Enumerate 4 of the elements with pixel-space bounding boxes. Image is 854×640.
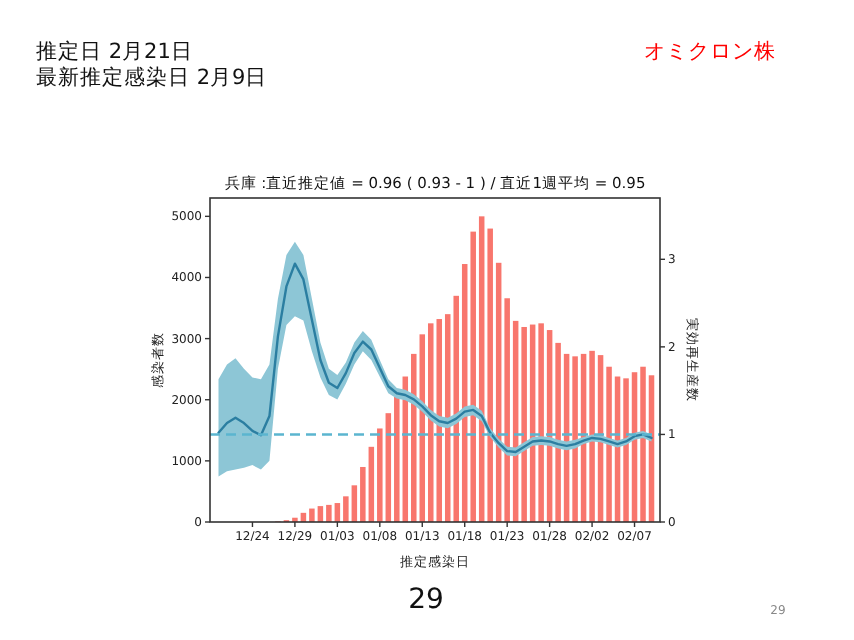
- text: 推定日 2月21日: [36, 38, 193, 64]
- text: オミクロン株: [644, 38, 776, 64]
- text: 最新推定感染日 2月9日: [36, 64, 268, 90]
- text: 29: [408, 584, 444, 616]
